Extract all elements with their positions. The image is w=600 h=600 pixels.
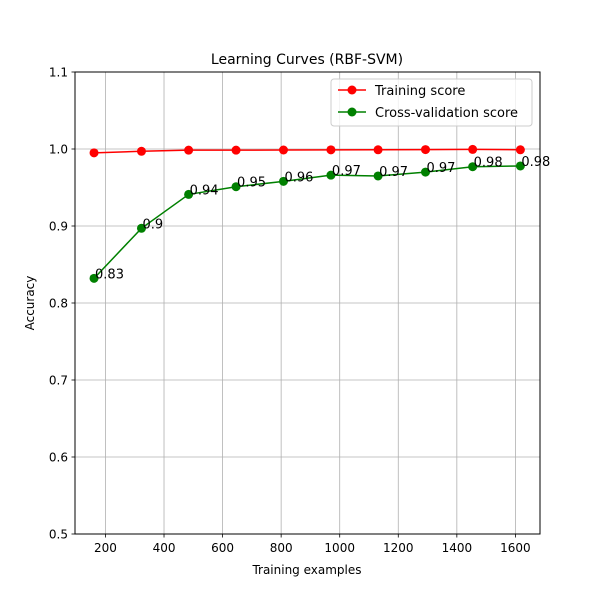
x-axis-ticks: 200 400 600 800 1000 1200 1400 1600	[94, 534, 531, 555]
data-label-cv: 0.95	[237, 176, 266, 191]
data-point-cv	[184, 189, 194, 199]
legend-marker-training	[347, 85, 357, 95]
data-point-cv	[278, 176, 288, 186]
data-point-cv	[89, 273, 99, 283]
data-point-cv	[421, 167, 431, 177]
y-tick-label: 1.0	[49, 143, 68, 157]
data-label-cv: 0.98	[521, 155, 550, 170]
data-point-cv	[136, 223, 146, 233]
data-point-training	[184, 145, 194, 155]
series-line-training	[94, 148, 521, 154]
data-point-training	[515, 145, 525, 155]
data-point-training	[231, 145, 241, 155]
series-line-cv	[93, 165, 521, 279]
data-point-training	[136, 146, 146, 156]
data-point-cv	[515, 161, 525, 171]
data-label-cv: 0.98	[474, 156, 503, 171]
legend-box	[330, 78, 533, 127]
y-tick-label: 0.6	[49, 451, 68, 465]
y-tick-label: 0.5	[49, 528, 68, 542]
data-point-cv	[468, 162, 478, 172]
x-tick-label: 200	[94, 541, 117, 555]
data-label-cv: 0.9	[142, 217, 163, 232]
y-axis-label: Accuracy	[23, 276, 37, 331]
data-point-cv	[231, 182, 241, 192]
data-point-cv	[373, 171, 383, 181]
data-point-training	[278, 145, 288, 155]
x-tick-label: 1200	[383, 541, 414, 555]
data-point-training	[421, 145, 431, 155]
data-label-cv: 0.96	[284, 170, 313, 185]
x-tick-label: 400	[153, 541, 176, 555]
data-point-training	[89, 148, 99, 158]
y-tick-label: 1.1	[49, 66, 68, 80]
x-tick-label: 1000	[324, 541, 355, 555]
data-point-training	[326, 145, 336, 155]
data-label-cv: 0.97	[332, 164, 361, 179]
legend-label-cv: Cross-validation score	[375, 106, 518, 121]
x-tick-label: 1400	[442, 541, 473, 555]
data-point-training	[468, 144, 478, 154]
y-tick-label: 0.8	[49, 297, 68, 311]
y-tick-label: 0.7	[49, 374, 68, 388]
data-labels: 0.83 0.9 0.94 0.95 0.96 0.97 0.97 0.97 0.98 0.98	[95, 155, 550, 282]
data-label-cv: 0.97	[427, 161, 456, 176]
data-point-training	[373, 145, 383, 155]
legend-label-training: Training score	[374, 84, 465, 99]
x-tick-label: 600	[211, 541, 234, 555]
legend: Training score Cross-validation score	[330, 78, 533, 127]
y-axis-ticks: 0.5 0.6 0.7 0.8 0.9 1.0 1.1	[49, 66, 75, 542]
data-label-cv: 0.83	[95, 267, 124, 282]
legend-marker-cv	[347, 107, 357, 117]
chart-title: Learning Curves (RBF-SVM)	[211, 52, 403, 68]
x-tick-label: 1600	[500, 541, 531, 555]
x-tick-label: 800	[270, 541, 293, 555]
series-lines	[89, 144, 525, 283]
x-axis-label: Training examples	[251, 563, 361, 577]
data-point-cv	[326, 170, 336, 180]
data-label-cv: 0.94	[190, 183, 219, 198]
y-tick-label: 0.9	[49, 220, 68, 234]
data-label-cv: 0.97	[379, 165, 408, 180]
